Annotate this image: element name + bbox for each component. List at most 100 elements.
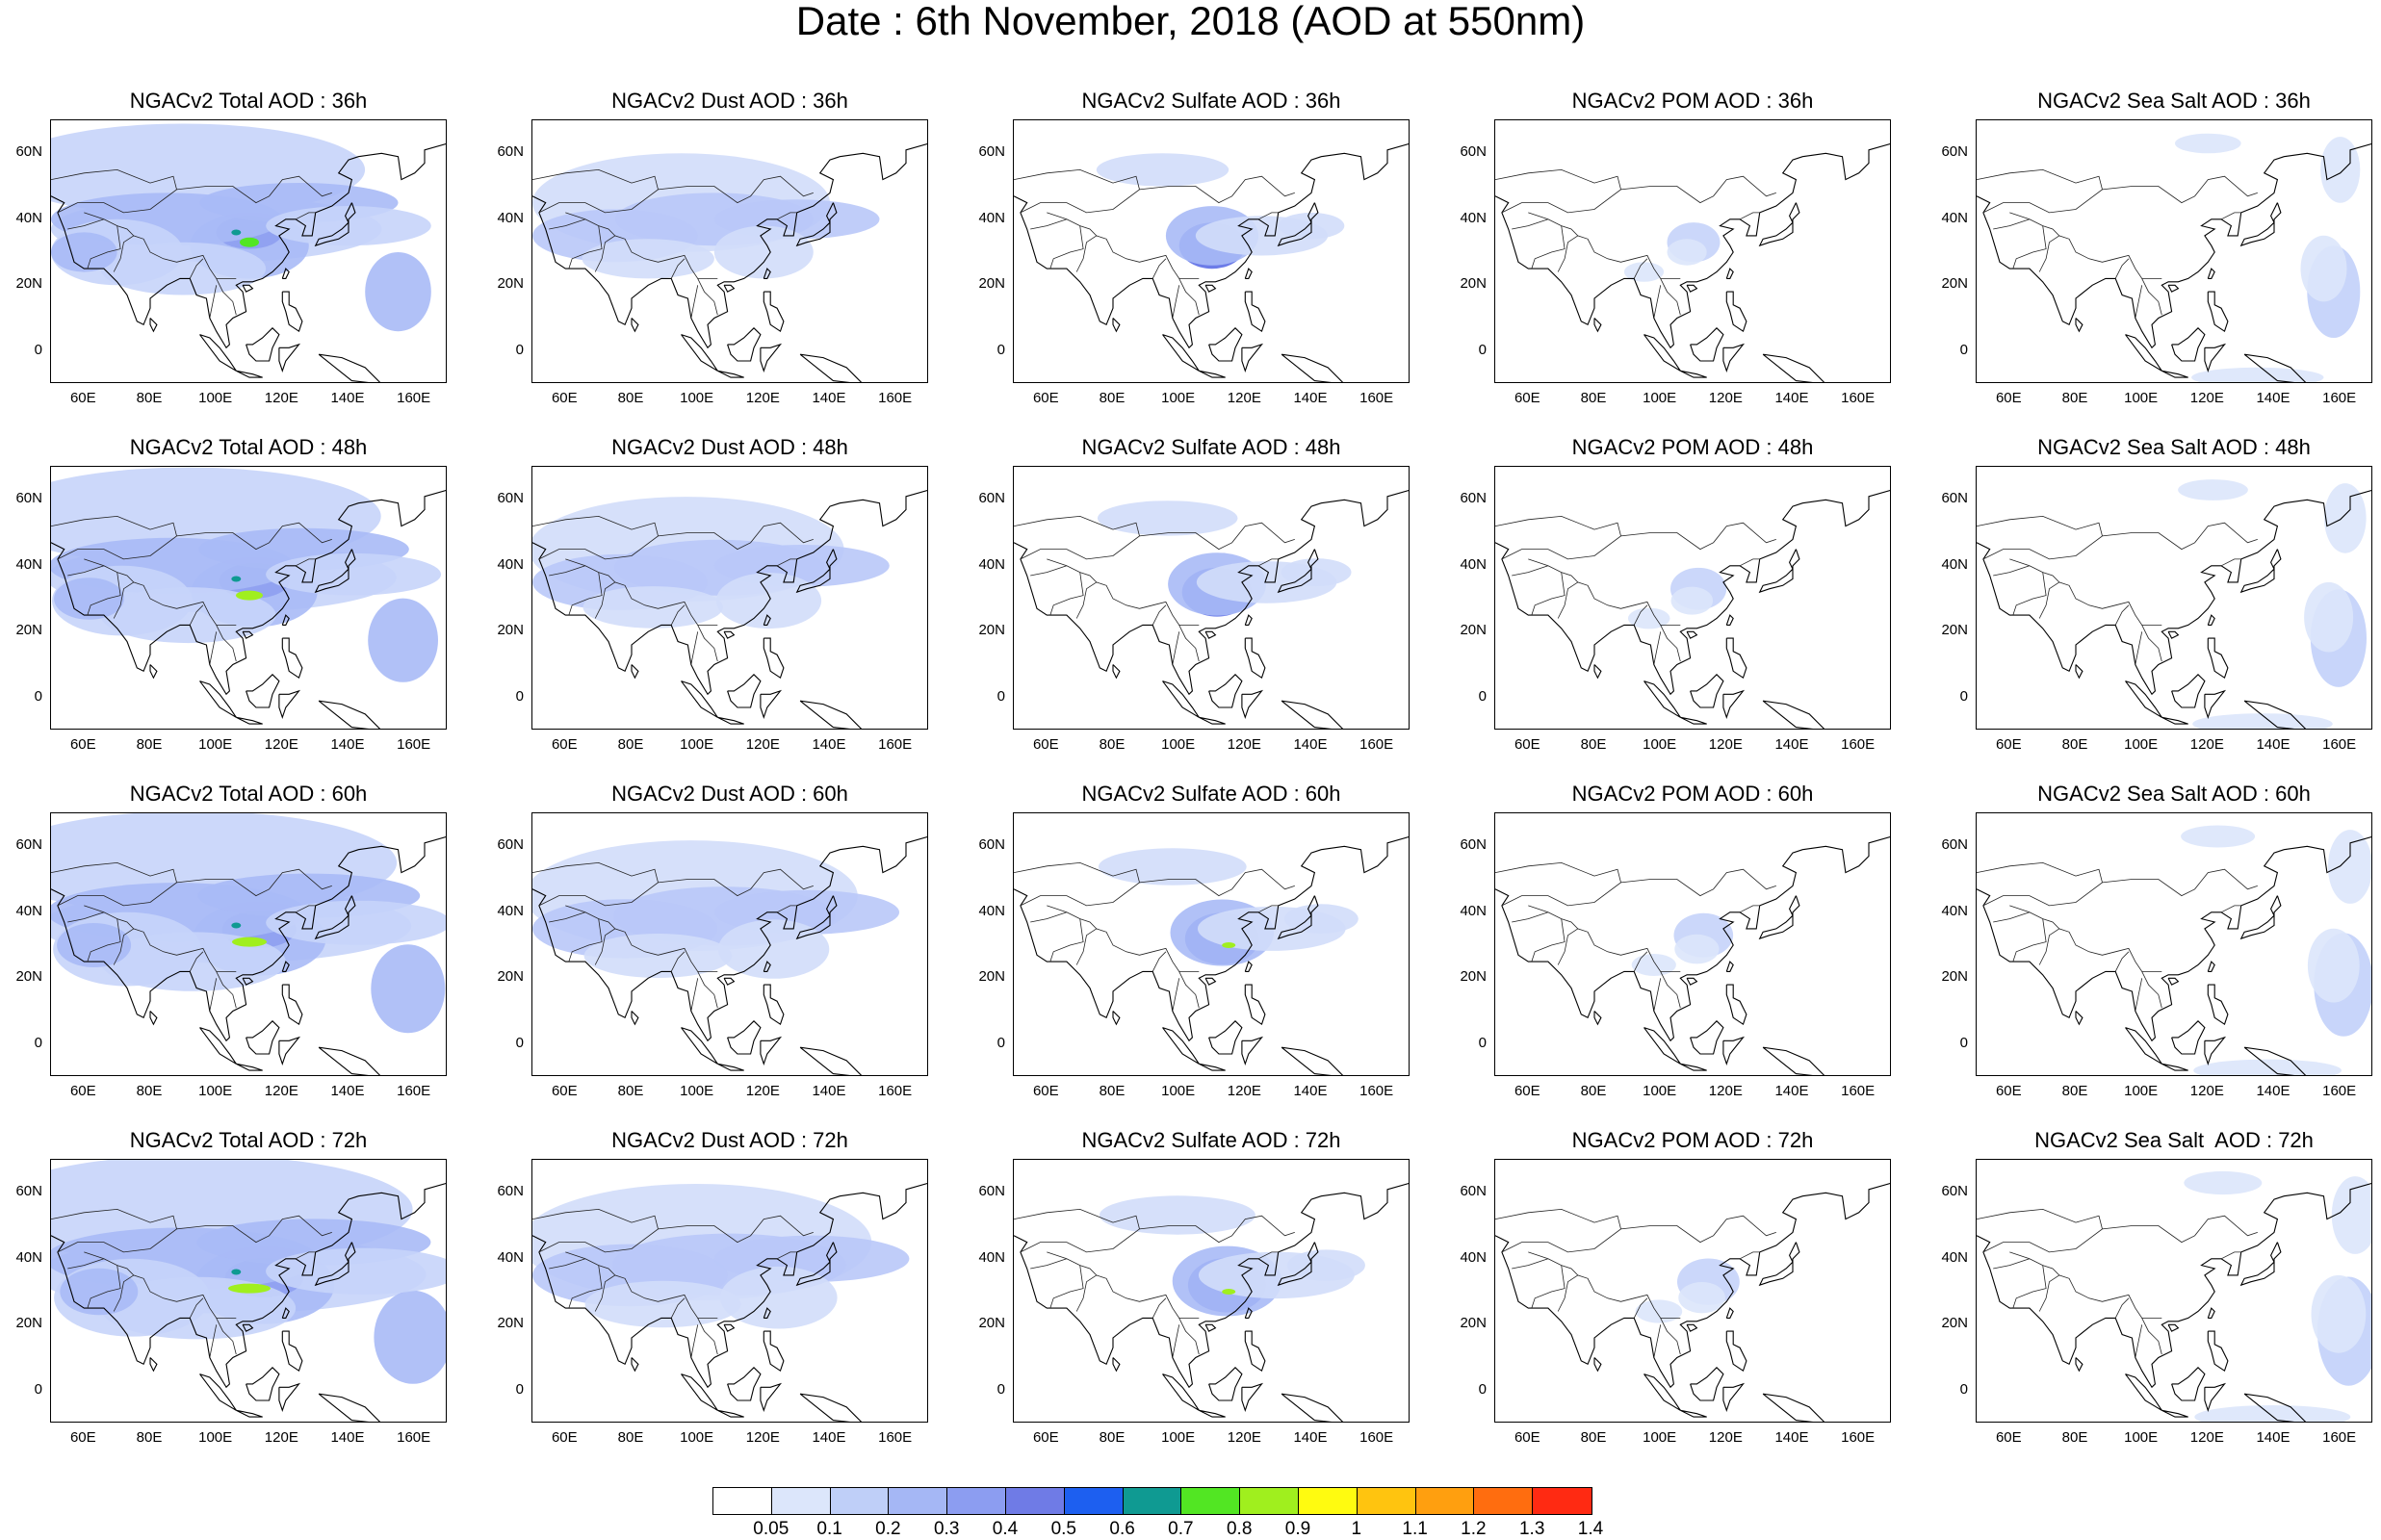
lat-tick-label: 0 [1478,341,1487,358]
lon-tick-label: 60E [1995,1083,2022,1099]
lon-tick-label: 120E [2189,390,2224,406]
lon-tick-label: 140E [330,1429,365,1446]
aerosol-plume [717,919,830,979]
aerosol-plume [365,252,431,332]
lat-tick-label: 60N [1460,143,1487,161]
aerosol-plume [583,934,733,978]
lon-tick-label: 140E [2256,1083,2290,1099]
lat-tick-label: 60N [15,836,42,854]
lon-tick-label: 60E [551,390,578,406]
aerosol-plume [584,1280,741,1328]
aerosol-plume [1099,1195,1255,1235]
lat-tick-label: 60N [497,836,524,854]
lat-tick-label: 20N [15,275,42,293]
lat-tick-label: 0 [34,1034,42,1051]
aerosol-plume [1678,1282,1725,1314]
lon-tick-label: 100E [2124,736,2159,753]
aerosol-hotspot [231,576,242,582]
lat-tick-label: 40N [1460,555,1487,573]
map-panel-total [50,1159,447,1423]
lon-tick-label: 120E [1227,1429,1261,1446]
lat-tick-label: 20N [1941,1315,1968,1332]
map-canvas [51,123,446,382]
lon-tick-label: 60E [1514,390,1540,406]
aerosol-plume [1286,1249,1365,1281]
lon-tick-label: 140E [1774,1429,1809,1446]
aerosol-plume [2191,367,2324,382]
aerosol-plume [1281,558,1352,587]
lon-tick-label: 100E [1161,1429,1196,1446]
lat-tick-label: 60N [15,1183,42,1200]
aerosol-plume [1097,500,1238,536]
lon-tick-label: 80E [2061,390,2088,406]
lon-tick-label: 120E [2189,736,2224,753]
lat-tick-label: 20N [978,275,1005,293]
lon-tick-label: 160E [1359,1083,1394,1099]
lat-tick-label: 0 [515,1380,524,1398]
lat-tick-label: 60N [497,1183,524,1200]
aerosol-hotspot [1222,1289,1236,1295]
lon-tick-label: 80E [2061,1429,2088,1446]
map-canvas [1014,489,1409,729]
lon-tick-label: 60E [1514,1429,1540,1446]
lon-tick-label: 160E [878,390,913,406]
lon-tick-label: 100E [1643,736,1677,753]
map-canvas [1014,142,1409,382]
panel-title: NGACv2 Total AOD : 72h [129,1128,368,1152]
aerosol-plume [720,1266,838,1329]
colorbar-swatch [713,1488,772,1514]
lat-tick-label: 40N [497,209,524,226]
colorbar-swatch [1064,1488,1124,1514]
panel-title: NGACv2 Sea Salt AOD : 72h [2034,1128,2314,1152]
lat-tick-label: 0 [1478,1034,1487,1051]
lon-tick-label: 120E [1708,1083,1743,1099]
aerosol-plume [266,552,442,596]
lat-tick-label: 60N [1941,490,1968,507]
lat-tick-label: 0 [996,687,1005,705]
lon-tick-label: 160E [878,736,913,753]
colorbar-swatch [1357,1488,1416,1514]
colorbar-label: 1.2 [1461,1519,1487,1539]
lon-tick-label: 60E [1995,390,2022,406]
map-canvas [1495,489,1890,729]
map-panel-pom [1494,812,1891,1076]
lon-tick-label: 60E [1032,390,1059,406]
panel-title: NGACv2 POM AOD : 72h [1571,1128,1814,1152]
lon-tick-label: 60E [1514,1083,1540,1099]
lat-tick-label: 40N [1460,209,1487,226]
aerosol-plume [1623,262,1665,282]
lon-tick-label: 100E [1643,1083,1677,1099]
lon-tick-label: 100E [680,1429,714,1446]
lon-tick-label: 160E [2322,1429,2357,1446]
map-canvas [1977,1170,2371,1422]
map-panel-pom [1494,119,1891,383]
lat-tick-label: 0 [1959,1380,1968,1398]
aerosol-plume [2192,713,2333,729]
lat-tick-label: 20N [1460,1315,1487,1332]
colorbar-swatch [947,1488,1006,1514]
lat-tick-label: 40N [15,1248,42,1266]
map-panel-dust [531,812,928,1076]
lat-tick-label: 60N [978,1183,1005,1200]
lon-tick-label: 100E [1161,736,1196,753]
map-canvas [1977,479,2371,729]
aerosol-plume [2327,830,2371,904]
lat-tick-label: 40N [1460,902,1487,919]
colorbar-label: 0.6 [1109,1519,1135,1539]
panel-title: NGACv2 Dust AOD : 36h [611,89,848,113]
lat-tick-label: 20N [497,622,524,639]
panel-title: NGACv2 Total AOD : 36h [129,89,368,113]
panel-title: NGACv2 POM AOD : 48h [1571,435,1814,459]
lat-tick-label: 20N [978,968,1005,986]
lon-tick-label: 120E [1708,1429,1743,1446]
colorbar-swatch [1298,1488,1358,1514]
lat-tick-label: 60N [15,490,42,507]
lat-tick-label: 20N [1460,622,1487,639]
map-canvas [1495,835,1890,1075]
colorbar-swatch [830,1488,890,1514]
aerosol-hotspot [240,237,259,247]
lon-tick-label: 140E [812,1083,846,1099]
lat-tick-label: 60N [978,143,1005,161]
aerosol-plume [2331,1176,2371,1254]
lon-tick-label: 120E [264,1083,298,1099]
